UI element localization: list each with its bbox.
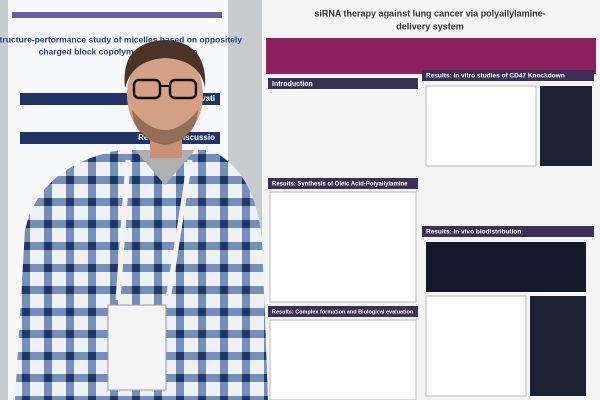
badge bbox=[107, 304, 167, 391]
glasses bbox=[132, 78, 162, 100]
section-bar bbox=[422, 70, 594, 81]
lanyard bbox=[115, 159, 193, 301]
poster-title: charged block copolymer for applicatio bbox=[39, 46, 198, 56]
section-bar bbox=[268, 78, 418, 89]
section-bar bbox=[268, 178, 418, 189]
figure bbox=[269, 319, 417, 400]
section-heading: Introduction bbox=[272, 81, 313, 88]
hair bbox=[124, 40, 206, 88]
shirt bbox=[15, 150, 268, 400]
poster-stripe bbox=[12, 12, 222, 18]
section-bar bbox=[422, 226, 594, 237]
figure bbox=[269, 191, 417, 303]
section-heading: Results: Complex formation and Biologica… bbox=[272, 309, 414, 315]
figure bbox=[426, 242, 586, 292]
undershirt bbox=[135, 150, 195, 185]
section-heading: Results: Synthesis of Oleic Acid-Polyall… bbox=[272, 182, 408, 188]
section-heading: Results: In vitro studies of CD47 Knockd… bbox=[426, 73, 565, 80]
section-bar bbox=[268, 306, 418, 317]
author-band bbox=[266, 38, 596, 74]
beard bbox=[132, 110, 198, 145]
poster-title: siRNA therapy against lung cancer via po… bbox=[314, 8, 545, 18]
figure bbox=[540, 86, 592, 166]
figure bbox=[530, 296, 586, 396]
figure bbox=[425, 295, 527, 397]
face bbox=[127, 47, 203, 143]
section-heading: Results: In vivo biodistribution bbox=[426, 229, 521, 236]
poster-title: Structure-performance study of micelles … bbox=[0, 34, 242, 44]
glasses bbox=[168, 78, 198, 100]
figure bbox=[425, 85, 537, 167]
poster-title: delivery system bbox=[396, 21, 464, 31]
